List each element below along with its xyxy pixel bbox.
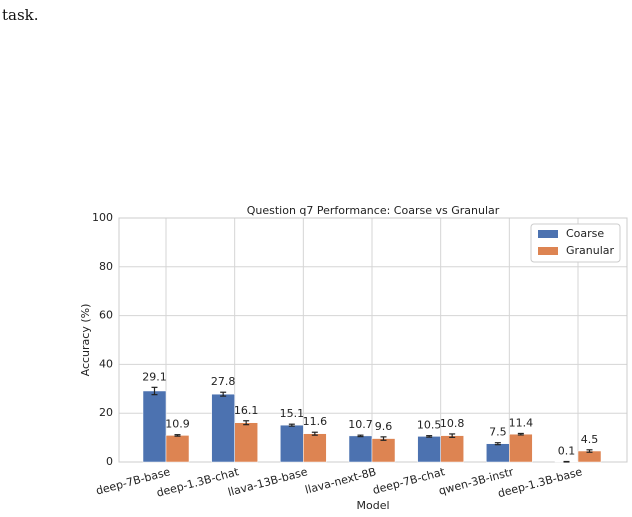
bar	[371, 438, 396, 463]
x-axis-label: Model	[356, 499, 389, 512]
legend-label: Granular	[566, 244, 615, 257]
value-label: 4.5	[581, 433, 599, 446]
bar	[417, 436, 441, 463]
value-label: 9.6	[375, 420, 393, 433]
bar	[486, 443, 510, 463]
value-label: 16.1	[234, 404, 259, 417]
value-label: 10.7	[348, 418, 373, 431]
value-label: 11.6	[303, 415, 328, 428]
bar	[509, 433, 533, 463]
y-tick-label: 100	[92, 211, 113, 224]
value-label: 7.5	[489, 426, 507, 439]
y-tick-label: 80	[99, 260, 113, 273]
x-tick-label: llava-13B-base	[226, 465, 309, 499]
x-tick-label: llava-next-8B	[304, 465, 378, 496]
value-label: 29.1	[142, 370, 167, 383]
value-label: 27.8	[211, 375, 236, 388]
y-tick-label: 0	[106, 455, 113, 468]
bar	[303, 433, 327, 463]
chart-title: Question q7 Performance: Coarse vs Granu…	[247, 204, 500, 217]
paragraph-text: task.	[2, 6, 39, 24]
value-label: 10.8	[440, 417, 465, 430]
bar	[280, 424, 304, 463]
y-tick-label: 20	[99, 406, 113, 419]
legend-label: Coarse	[566, 227, 604, 240]
value-label: 10.9	[165, 418, 190, 431]
bar	[440, 435, 464, 463]
value-label: 0.1	[558, 445, 576, 458]
legend-swatch	[538, 247, 558, 255]
value-label: 10.5	[417, 419, 442, 432]
y-axis-label: Accuracy (%)	[79, 304, 92, 377]
y-tick-label: 40	[99, 357, 113, 370]
bar	[211, 393, 235, 463]
y-tick-label: 60	[99, 309, 113, 322]
legend-swatch	[538, 230, 558, 238]
x-tick-label: deep-7B-chat	[371, 465, 447, 497]
bar	[165, 435, 190, 463]
bar	[348, 435, 373, 463]
bar	[234, 422, 258, 463]
value-label: 15.1	[280, 407, 305, 420]
value-label: 11.4	[509, 416, 534, 429]
bar	[142, 390, 167, 463]
